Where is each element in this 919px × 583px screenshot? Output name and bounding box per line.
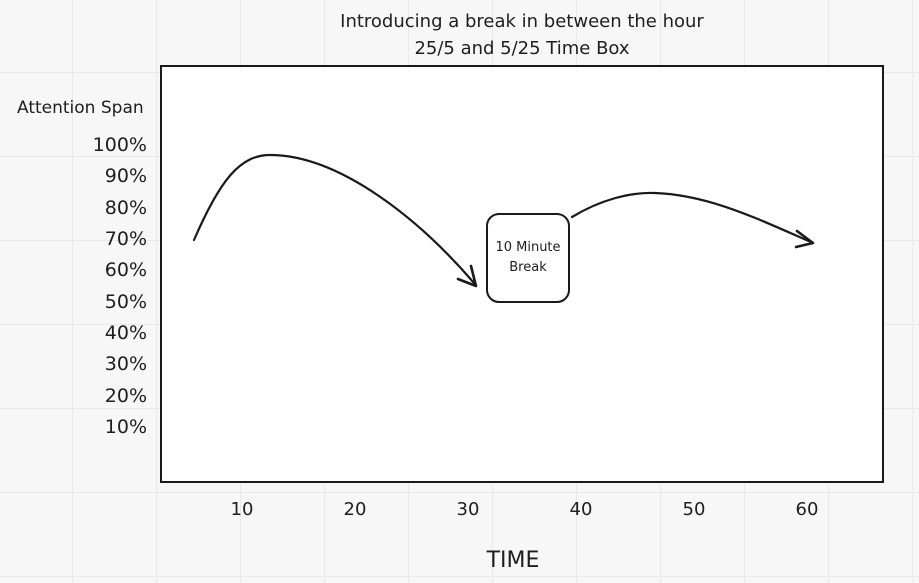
x-tick-30: 30 [456,499,480,520]
y-tick-100: 100% [92,134,147,156]
y-tick-30: 30% [104,353,147,375]
diagram-title-line-2: 25/5 and 5/25 Time Box [414,38,630,59]
break-box-line-2: Break [509,260,547,275]
y-tick-60: 60% [104,259,147,281]
y-tick-10: 10% [104,416,147,438]
y-tick-50: 50% [104,291,147,313]
x-axis-label: TIME [486,548,540,573]
arrowhead-after-break [794,229,815,249]
y-tick-90: 90% [104,165,147,187]
arrowhead-before-break [456,264,478,288]
y-tick-80: 80% [104,197,147,219]
x-tick-60: 60 [795,499,819,520]
attention-curve-after-break [570,191,813,244]
y-tick-40: 40% [104,322,147,344]
break-box-line-1: 10 Minute [495,240,561,255]
x-tick-50: 50 [682,499,706,520]
x-tick-10: 10 [230,499,254,520]
x-tick-20: 20 [343,499,367,520]
diagram-title-line-1: Introducing a break in between the hour [340,11,704,32]
break-box: 10 Minute Break [486,213,570,303]
attention-curve-before-break [192,153,476,285]
x-tick-40: 40 [569,499,593,520]
y-tick-70: 70% [104,228,147,250]
y-axis-label: Attention Span [17,98,144,118]
y-tick-20: 20% [104,385,147,407]
